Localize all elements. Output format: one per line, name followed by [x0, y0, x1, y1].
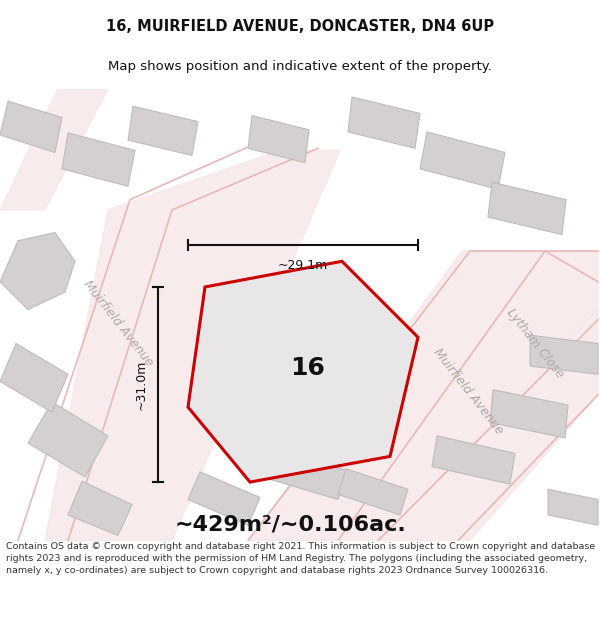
Polygon shape — [548, 489, 598, 525]
Polygon shape — [62, 133, 135, 186]
Text: Map shows position and indicative extent of the property.: Map shows position and indicative extent… — [108, 60, 492, 73]
Polygon shape — [488, 182, 566, 234]
Polygon shape — [490, 389, 568, 438]
Polygon shape — [378, 309, 598, 541]
Polygon shape — [188, 261, 418, 482]
Polygon shape — [420, 132, 505, 189]
Text: ~29.1m: ~29.1m — [278, 259, 328, 272]
Polygon shape — [68, 481, 132, 536]
Polygon shape — [28, 402, 108, 477]
Polygon shape — [248, 251, 598, 541]
Polygon shape — [248, 116, 309, 162]
Polygon shape — [0, 101, 62, 152]
Polygon shape — [0, 344, 68, 412]
Text: Contains OS data © Crown copyright and database right 2021. This information is : Contains OS data © Crown copyright and d… — [6, 542, 595, 575]
Polygon shape — [0, 232, 75, 309]
Text: Muirfield Avenue: Muirfield Avenue — [430, 346, 506, 438]
Polygon shape — [348, 97, 420, 148]
Polygon shape — [432, 436, 515, 484]
Polygon shape — [45, 151, 340, 541]
Text: Lytham Close: Lytham Close — [504, 306, 566, 381]
Text: ~31.0m: ~31.0m — [135, 359, 148, 410]
Polygon shape — [262, 448, 348, 499]
Polygon shape — [128, 106, 198, 156]
Polygon shape — [338, 469, 408, 515]
Text: 16, MUIRFIELD AVENUE, DONCASTER, DN4 6UP: 16, MUIRFIELD AVENUE, DONCASTER, DN4 6UP — [106, 19, 494, 34]
Polygon shape — [530, 335, 598, 374]
Text: ~429m²/~0.106ac.: ~429m²/~0.106ac. — [175, 515, 407, 535]
Polygon shape — [0, 89, 108, 210]
Polygon shape — [188, 472, 260, 525]
Text: 16: 16 — [290, 356, 325, 380]
Text: Muirfield Avenue: Muirfield Avenue — [80, 278, 155, 368]
